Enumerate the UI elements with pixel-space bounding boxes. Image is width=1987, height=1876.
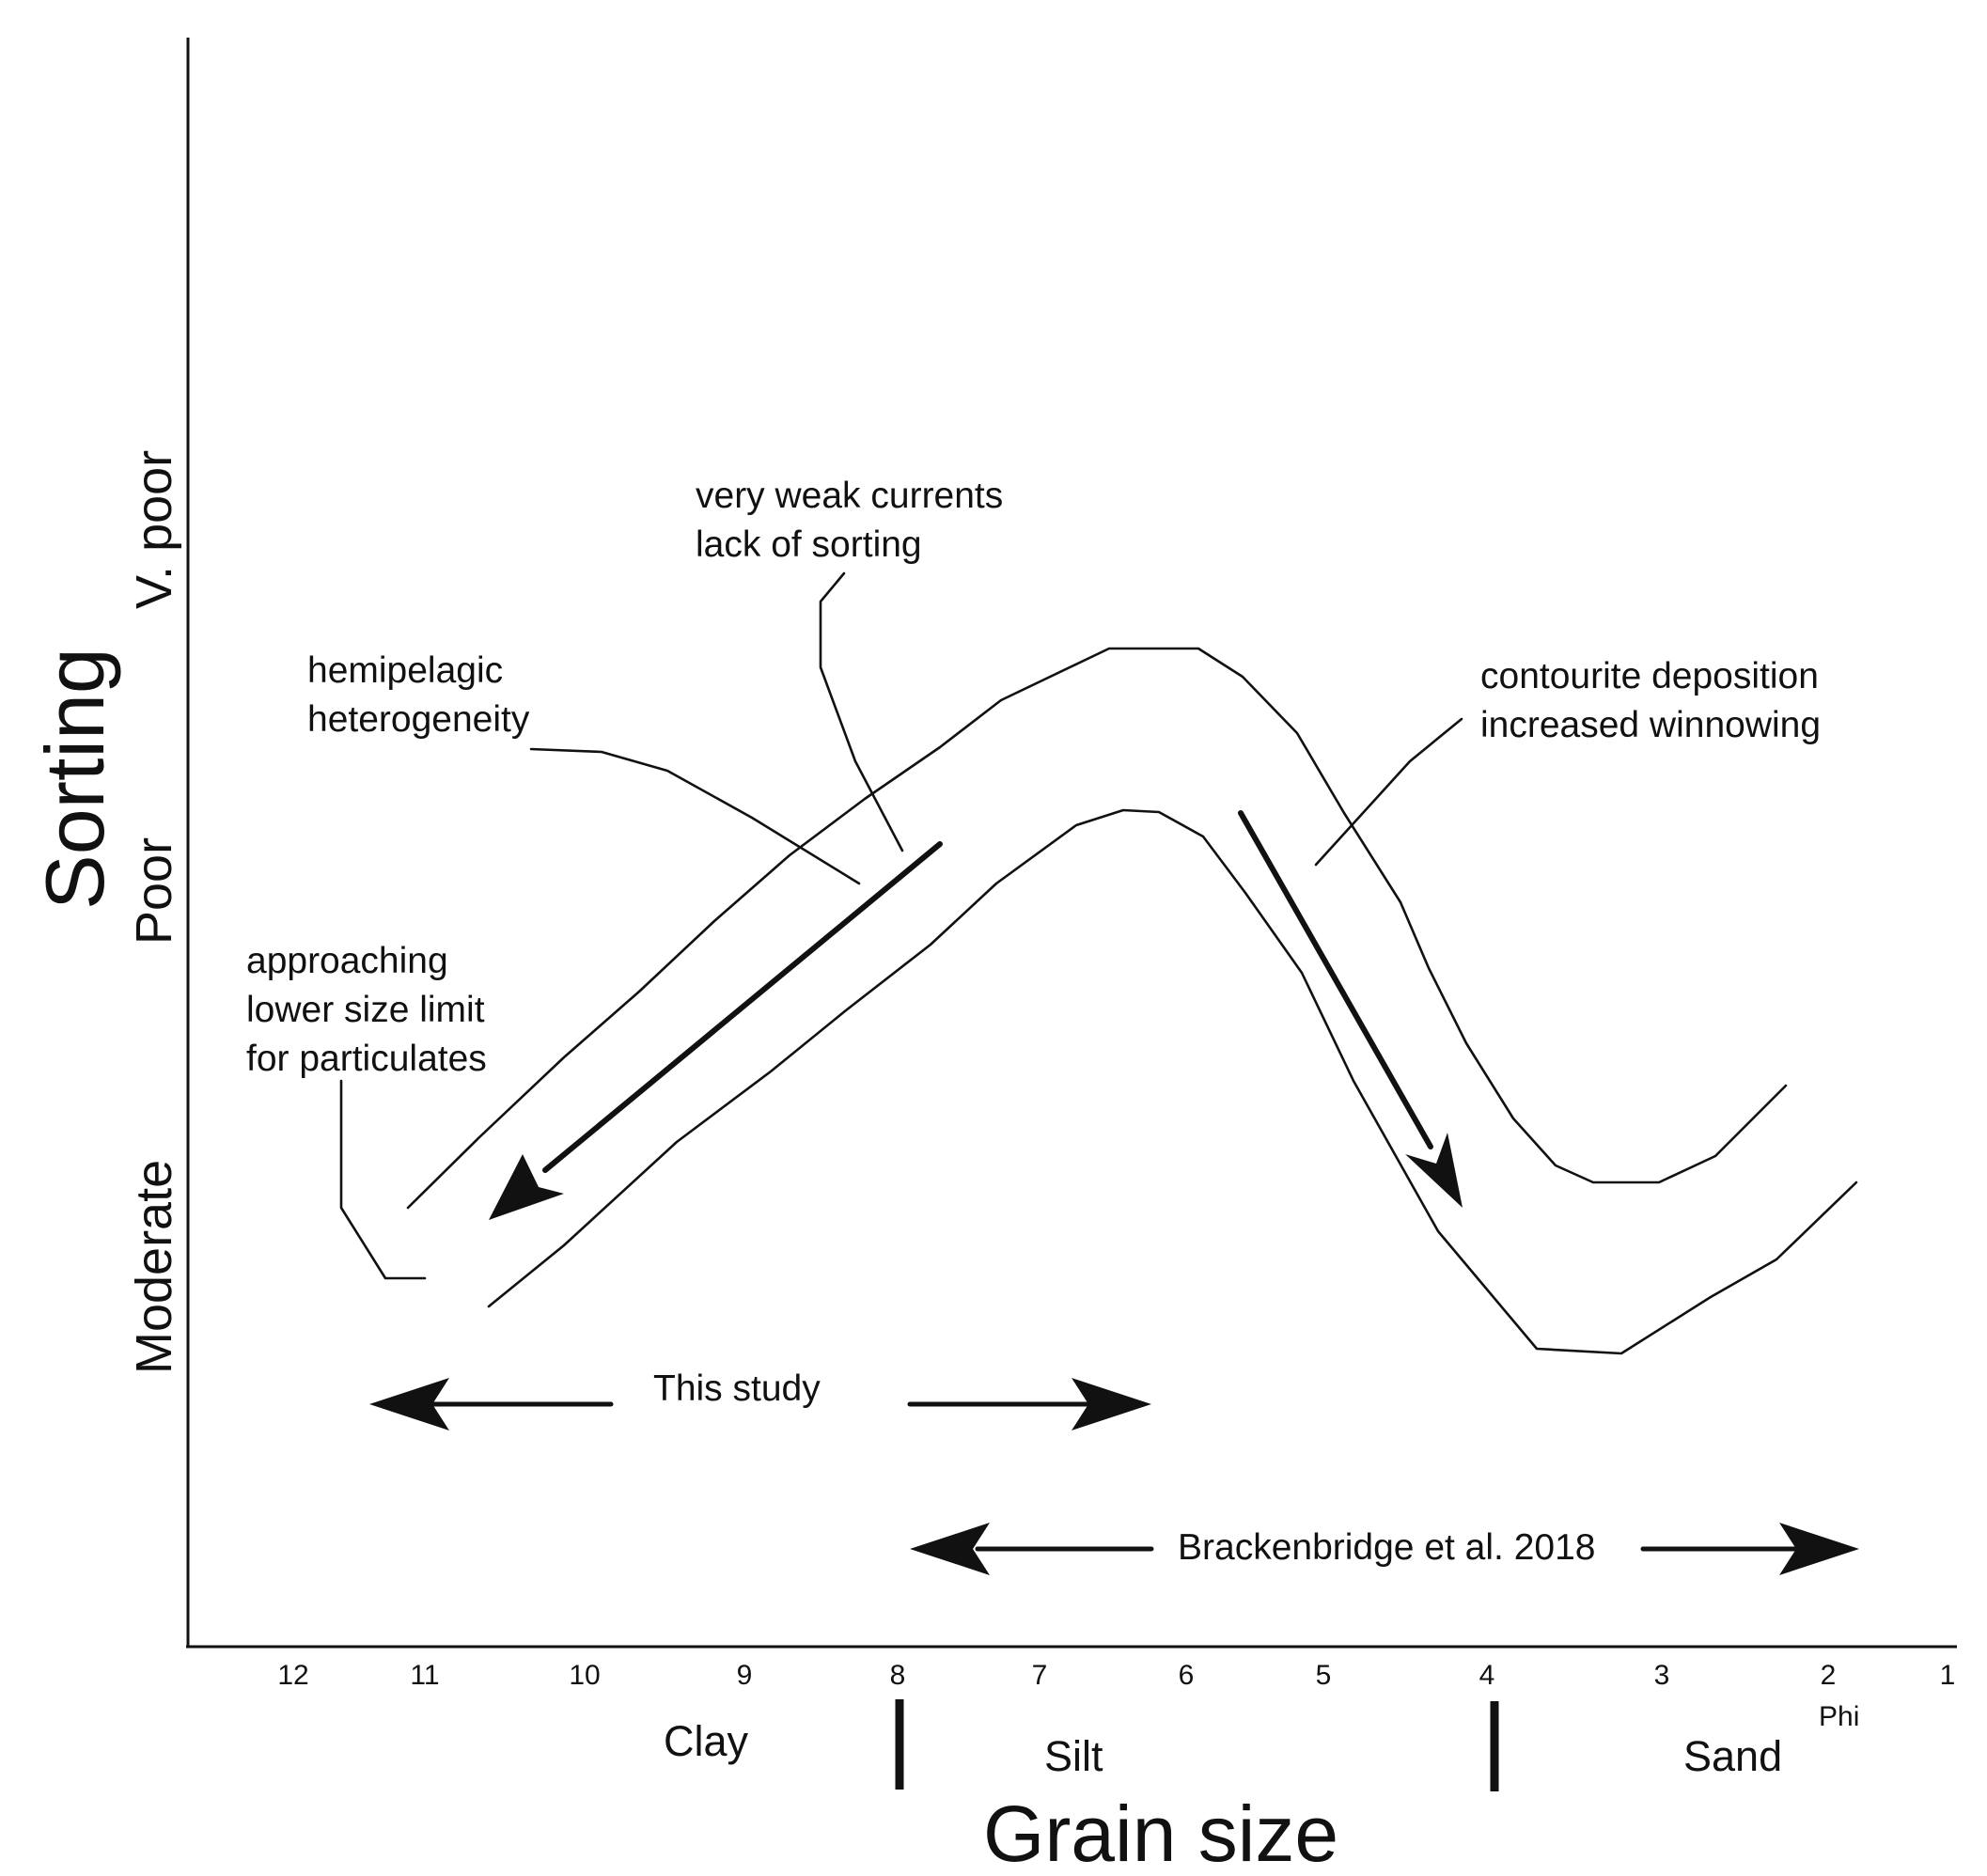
contourite-label-line2: increased winnowing (1480, 705, 1821, 745)
x-tick-label: 6 (1179, 1660, 1195, 1691)
y-level-poor: Poor (126, 837, 182, 945)
x-tick-label: 8 (890, 1660, 906, 1691)
coarsening-trend-arrowhead (1405, 1133, 1463, 1208)
coarsening-trend-arrow (1238, 810, 1433, 1149)
x-tick-label: 4 (1479, 1660, 1495, 1691)
lower-limit-label-line1: approaching (246, 941, 448, 981)
hemipelagic-leader (529, 747, 861, 885)
x-tick-label: 5 (1316, 1660, 1332, 1691)
x-tick-label: 12 (277, 1660, 308, 1691)
contourite-leader (1314, 717, 1463, 867)
lower-limit-label-line3: for particulates (246, 1039, 487, 1079)
phi-unit-label: Phi (1819, 1701, 1859, 1732)
y-axis-title: Sorting (28, 648, 121, 910)
band-upper-outline (406, 647, 1788, 1210)
fining-trend-arrow (542, 841, 943, 1173)
x-tick-label: 9 (737, 1660, 753, 1691)
this-study-left-arrowhead (369, 1378, 449, 1430)
sand-label: Sand (1683, 1732, 1782, 1780)
brackenbridge-left-arrowhead (910, 1523, 990, 1575)
lower-limit-leader (339, 1079, 427, 1280)
silt-label: Silt (1044, 1732, 1103, 1780)
x-tick-label: 7 (1032, 1660, 1048, 1691)
weak-currents-leader (819, 571, 904, 852)
this-study-label: This study (653, 1368, 821, 1409)
y-level-v-poor: V. poor (126, 450, 182, 609)
x-tick-label: 11 (410, 1660, 439, 1691)
clay-label: Clay (664, 1717, 749, 1765)
x-tick-label: 2 (1821, 1660, 1837, 1691)
y-level-moderate: Moderate (126, 1160, 182, 1374)
fining-trend-arrowhead (489, 1154, 564, 1220)
brackenbridge-right-arrowhead (1779, 1523, 1859, 1575)
contourite-label-line1: contourite deposition (1480, 656, 1819, 696)
weak-currents-label-line2: lack of sorting (696, 524, 922, 565)
x-tick-label: 1 (1940, 1660, 1956, 1691)
band-lower-outline (487, 808, 1858, 1355)
x-axis-title: Grain size (983, 1790, 1338, 1876)
brackenbridge-label: Brackenbridge et al. 2018 (1178, 1527, 1595, 1568)
x-tick-label: 10 (569, 1660, 600, 1691)
this-study-right-arrowhead (1072, 1378, 1151, 1430)
x-tick-label: 3 (1654, 1660, 1670, 1691)
hemipelagic-label-line1: hemipelagic (307, 650, 503, 691)
weak-currents-label-line1: very weak currents (696, 476, 1003, 516)
hemipelagic-label-line2: heterogeneity (307, 699, 530, 740)
lower-limit-label-line2: lower size limit (246, 990, 485, 1030)
